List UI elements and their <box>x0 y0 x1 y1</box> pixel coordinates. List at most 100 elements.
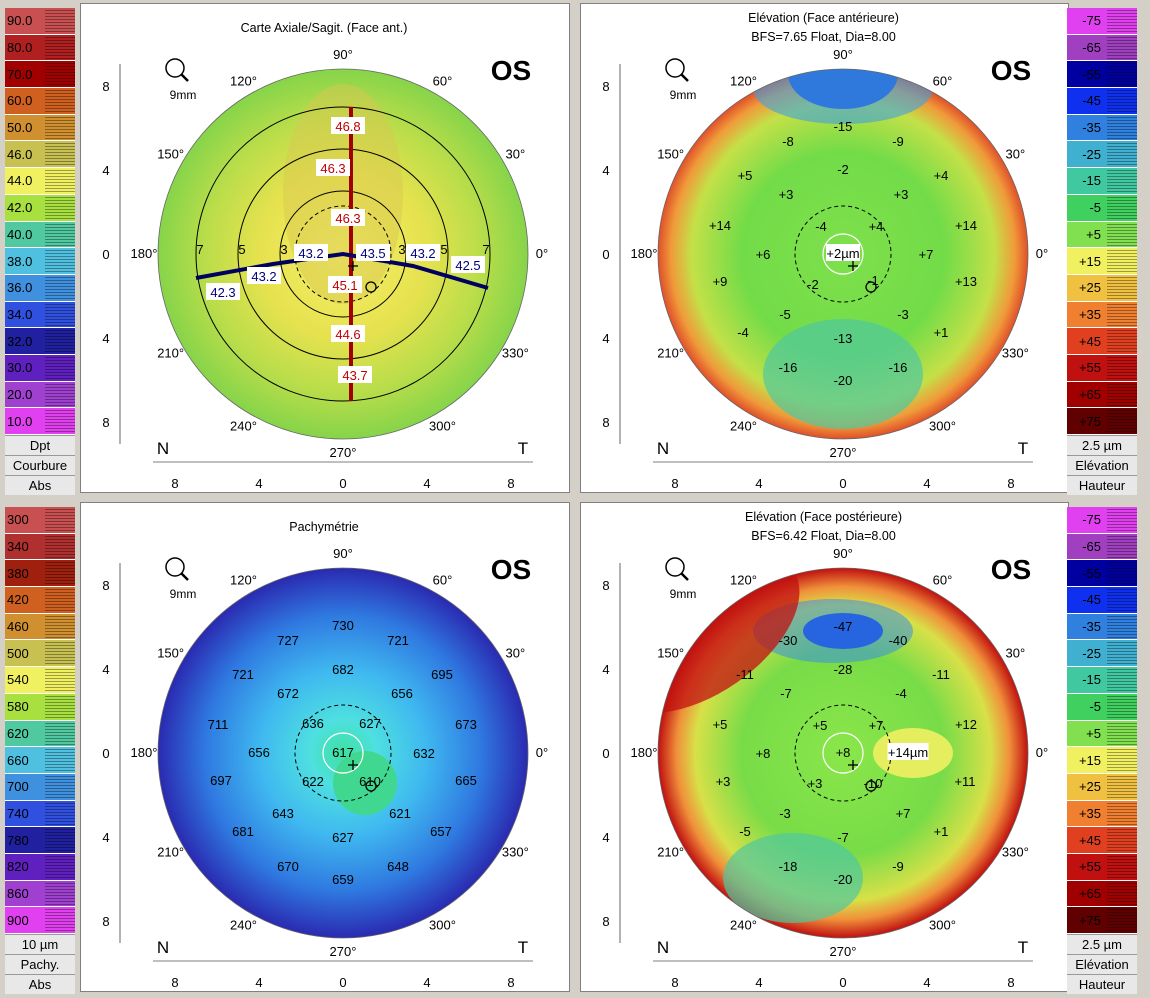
topography-map[interactable]: 90° 60° 30° 0° 330° 300° 270° 240° 210° 180° 150° 1… <box>0 499 575 998</box>
legend-swatch: 500 <box>5 640 75 668</box>
topography-map[interactable]: 90° 60° 30° 0° 330° 300° 270° 240° 210° 180° 150° 1… <box>575 499 1150 998</box>
legend-swatch: -65 <box>1067 34 1137 62</box>
legend-bar <box>1107 853 1137 880</box>
legend-value: 740 <box>7 805 29 821</box>
angle-label: 0° <box>1036 246 1048 261</box>
pachymetry-map-panel[interactable]: Pachymétrie 90° 60° 30° 0° 330° 300° 270° 240° 21… <box>0 499 575 998</box>
map-value-label: -20 <box>834 373 853 388</box>
map-value-label: -28 <box>834 662 853 677</box>
legend-caption: Courbure <box>5 455 75 475</box>
legend-swatch: 460 <box>5 613 75 641</box>
legend-bar <box>1107 381 1137 408</box>
topography-map[interactable]: 3 3 5 5 7 7 90° 60° 30° 0° 330° 300° 270° 240° 210° 180… <box>0 0 575 499</box>
map-value-label: 721 <box>232 667 254 682</box>
legend-value: +45 <box>1078 832 1101 848</box>
legend-swatch: +55 <box>1067 853 1137 881</box>
legend-bar <box>45 88 75 114</box>
x-tick-label: 4 <box>423 476 430 491</box>
y-tick-label: 4 <box>602 331 609 346</box>
legend-swatch: 700 <box>5 773 75 801</box>
legend-value: +35 <box>1078 805 1101 821</box>
legend-swatch: +55 <box>1067 354 1137 382</box>
angle-label: 210° <box>157 346 184 361</box>
map-disc[interactable] <box>158 568 528 938</box>
y-tick-label: 4 <box>602 662 609 677</box>
legend-bar <box>45 114 75 141</box>
legend-bar <box>1107 533 1137 560</box>
legend-value: -75 <box>1082 13 1101 29</box>
legend-value: +15 <box>1078 253 1101 269</box>
x-tick-label: 8 <box>171 975 178 990</box>
angle-label: 330° <box>1002 845 1029 860</box>
legend-caption: Pachy. <box>5 954 75 974</box>
legend-bar <box>1107 34 1137 61</box>
legend-bar <box>1107 221 1137 248</box>
legend-value: 90.0 <box>7 13 33 29</box>
legend-bar <box>1107 194 1137 221</box>
map-value-label: 610 <box>359 774 381 789</box>
map-value-label: +7 <box>869 718 884 733</box>
axial-curvature-map-panel[interactable]: Carte Axiale/Sagit. (Face ant.) 3 3 5 5 7 7 90°… <box>0 0 575 499</box>
y-tick-label: 8 <box>102 578 109 593</box>
legend-swatch: +35 <box>1067 301 1137 329</box>
map-value-label: +11 <box>954 774 975 789</box>
map-value-label: 42.3 <box>210 285 235 300</box>
svg-text:5: 5 <box>238 242 245 257</box>
legend-value: +5 <box>1086 725 1101 741</box>
x-tick-label: 4 <box>255 476 262 491</box>
posterior-elevation-map-panel[interactable]: Elévation (Face postérieure) BFS=6.42 Flo… <box>575 499 1150 998</box>
eye-label: OS <box>991 554 1031 585</box>
legend-bar <box>45 827 75 853</box>
legend-swatch: 300 <box>5 507 75 534</box>
legend-caption: 10 µm <box>5 934 75 954</box>
legend-value: +25 <box>1078 779 1101 795</box>
legend-value: -25 <box>1082 645 1101 661</box>
map-value-label: -5 <box>739 824 751 839</box>
legend-value: -55 <box>1082 66 1101 82</box>
legend-value: +25 <box>1078 280 1101 296</box>
legend-swatch: 36.0 <box>5 274 75 302</box>
legend-swatch: +15 <box>1067 248 1137 275</box>
legend-value: 38.0 <box>7 253 33 269</box>
angle-label: 270° <box>830 445 857 460</box>
legend-swatch: 60.0 <box>5 88 75 115</box>
legend-swatch: +65 <box>1067 381 1137 409</box>
map-value-label: 695 <box>431 667 453 682</box>
map-value-label: 672 <box>277 686 299 701</box>
anterior-elevation-map-panel[interactable]: Elévation (Face antérieure) BFS=7.65 Floa… <box>575 0 1150 499</box>
legend-value: 580 <box>7 699 29 715</box>
topography-map[interactable]: 90° 60° 30° 0° 330° 300° 270° 240° 210° 180° 150° 1… <box>575 0 1150 499</box>
legend-bar <box>45 720 75 747</box>
magnifier-icon[interactable] <box>165 557 189 581</box>
legend-swatch: 740 <box>5 800 75 828</box>
magnifier-icon[interactable] <box>665 58 689 82</box>
legend-value: 42.0 <box>7 200 33 216</box>
magnifier-icon[interactable] <box>665 557 689 581</box>
x-tick-label: 8 <box>1007 476 1014 491</box>
legend-bar <box>1107 640 1137 667</box>
legend-bar <box>45 248 75 274</box>
y-tick-label: 8 <box>102 79 109 94</box>
legend-bar <box>1107 587 1137 613</box>
angle-label: 0° <box>536 745 548 760</box>
legend-bar <box>1107 328 1137 354</box>
map-value-label: +14 <box>709 218 731 233</box>
legend-swatch: 40.0 <box>5 221 75 249</box>
legend-caption: Hauteur <box>1067 974 1137 994</box>
legend-swatch: -65 <box>1067 533 1137 561</box>
y-tick-label: 8 <box>102 415 109 430</box>
map-title: Elévation (Face antérieure) <box>748 11 899 25</box>
magnifier-icon[interactable] <box>165 58 189 82</box>
legend-bar <box>45 328 75 354</box>
y-tick-label: 0 <box>102 247 109 262</box>
angle-label: 210° <box>157 845 184 860</box>
legend-bar <box>1107 88 1137 114</box>
legend-swatch: 10.0 <box>5 408 75 435</box>
legend-swatch: -25 <box>1067 141 1137 169</box>
legend-bar <box>45 507 75 533</box>
legend-bar <box>45 667 75 693</box>
map-value-label: 617 <box>332 745 354 760</box>
angle-label: 270° <box>330 944 357 959</box>
map-value-label: 670 <box>277 859 299 874</box>
legend-bar <box>45 168 75 194</box>
